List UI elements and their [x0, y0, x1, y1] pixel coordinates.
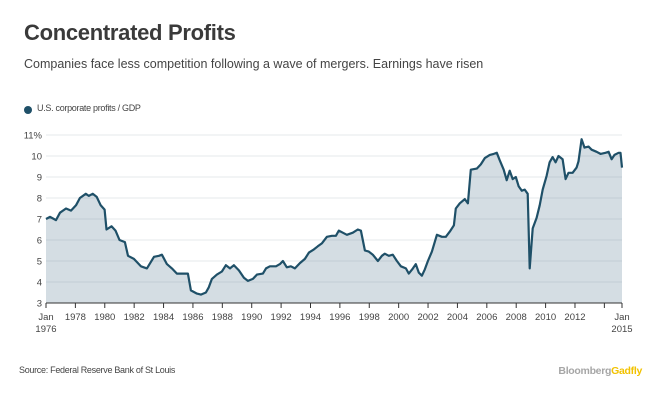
x-tick-label: 2010 — [535, 312, 556, 323]
brand-gadfly: Gadfly — [611, 365, 642, 377]
legend: U.S. corporate profits / GDP — [24, 102, 141, 114]
y-axis-labels: 11% 10 9 8 7 6 5 4 3 — [24, 131, 43, 310]
y-tick-label: 7 — [37, 215, 42, 226]
legend-marker — [24, 106, 32, 114]
x-tick-label: 2002 — [417, 312, 438, 323]
x-tick-label: 2008 — [506, 312, 527, 323]
x-tick-label: 2000 — [388, 312, 409, 323]
y-tick-label: 9 — [37, 173, 42, 184]
x-tick-label: 1998 — [359, 312, 380, 323]
series-line — [45, 138, 624, 296]
brand-bloomberg: Bloomberg — [558, 365, 612, 377]
x-tick-label: 2006 — [476, 312, 497, 323]
chart-title: Concentrated Profits — [24, 20, 236, 45]
x-tick-label: 1986 — [182, 312, 203, 323]
y-tick-label: 3 — [37, 299, 42, 310]
source-note: Source: Federal Reserve Bank of St Louis — [19, 365, 176, 375]
x-tick-label: 1994 — [300, 312, 321, 323]
y-tick-label: 11% — [24, 131, 43, 142]
x-tick-label-year: 2015 — [611, 324, 632, 335]
x-tick-label-year: 1976 — [35, 324, 56, 335]
series-area-fill — [46, 139, 622, 303]
x-tick-label: 1990 — [241, 312, 262, 323]
x-tick-label: 1988 — [212, 312, 233, 323]
x-tick-label: 1982 — [124, 312, 145, 323]
chart-subtitle: Companies face less competition followin… — [24, 57, 484, 71]
x-tick-label: 1980 — [94, 312, 115, 323]
y-tick-label: 6 — [37, 236, 42, 247]
x-tick-label: Jan — [614, 312, 629, 323]
x-tick-label: 2012 — [564, 312, 585, 323]
x-tick-label: 1992 — [271, 312, 292, 323]
y-tick-label: 10 — [31, 152, 42, 163]
x-tick-label: Jan — [38, 312, 53, 323]
brand-logo: BloombergGadfly — [558, 365, 642, 377]
x-tick-label: 1996 — [329, 312, 350, 323]
x-tick-label: 1984 — [153, 312, 174, 323]
x-tick-label: 2004 — [447, 312, 468, 323]
y-tick-label: 8 — [37, 194, 42, 205]
y-tick-label: 5 — [37, 257, 42, 268]
y-tick-label: 4 — [37, 278, 42, 289]
legend-label: U.S. corporate profits / GDP — [37, 103, 141, 113]
x-tick-label: 1978 — [65, 312, 86, 323]
